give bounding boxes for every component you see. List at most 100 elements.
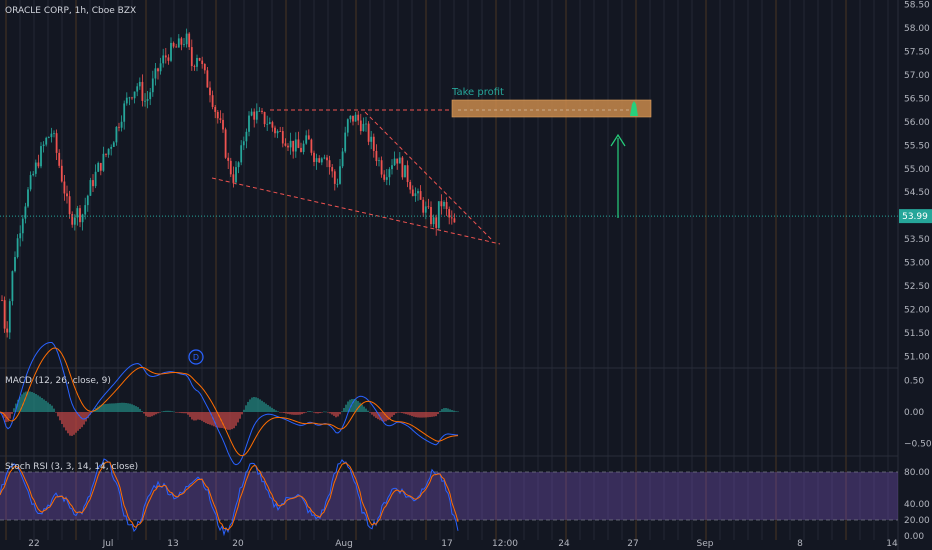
macd-histogram-bar <box>103 404 105 412</box>
macd-histogram-bar <box>119 402 121 412</box>
macd-histogram-bar <box>67 412 69 434</box>
macd-histogram-bar <box>271 407 273 412</box>
candle-body <box>214 106 217 112</box>
macd-histogram-bar <box>337 412 339 417</box>
candle-body <box>240 145 243 163</box>
macd-histogram-bar <box>255 397 257 412</box>
macd-histogram-bar <box>53 408 55 412</box>
macd-histogram-bar <box>121 402 123 412</box>
macd-histogram-bar <box>267 405 269 412</box>
macd-histogram-bar <box>285 412 287 414</box>
macd-histogram-bar <box>33 392 35 412</box>
candle-body <box>102 153 105 171</box>
macd-histogram-bar <box>189 412 191 417</box>
macd-histogram-bar <box>51 405 53 412</box>
macd-histogram-bar <box>451 410 453 412</box>
candle-body <box>305 135 308 144</box>
candle-body <box>84 205 87 215</box>
macd-histogram-bar <box>329 412 331 414</box>
candle-body <box>3 300 6 329</box>
stoch-title: Stoch RSI (3, 3, 14, 14, close) <box>5 462 138 472</box>
candle-body <box>45 137 48 145</box>
macd-histogram-bar <box>179 412 181 413</box>
candle-body <box>175 46 178 48</box>
candle-body <box>183 44 185 46</box>
macd-histogram-bar <box>137 407 139 412</box>
macd-histogram-bar <box>71 412 73 436</box>
time-tick-label: 27 <box>627 539 638 549</box>
price-tick-label: 52.50 <box>904 282 930 292</box>
macd-histogram-bar <box>45 400 47 412</box>
macd-histogram-bar <box>253 397 255 412</box>
macd-histogram-bar <box>207 412 209 425</box>
macd-histogram-bar <box>87 412 89 419</box>
candle-body <box>237 162 240 168</box>
price-axis[interactable]: 58.50 58.00 57.50 57.00 56.50 56.00 55.50 55.00… <box>904 1 930 363</box>
macd-axis[interactable]: 0.50 0.00 −0.50 <box>904 377 932 450</box>
macd-histogram-bar <box>411 412 413 417</box>
macd-histogram-bar <box>265 403 267 412</box>
candle-body <box>271 122 274 128</box>
take-profit-box[interactable] <box>451 99 652 118</box>
macd-histogram-bar <box>161 411 163 413</box>
macd-histogram-bar <box>425 412 427 418</box>
macd-histogram-bar <box>109 403 111 412</box>
macd-histogram-bar <box>331 412 333 415</box>
time-axis[interactable]: 22 Jul 13 20 Aug 17 12:00 24 27 Sep 8 14 <box>28 539 898 549</box>
macd-histogram-bar <box>245 405 247 412</box>
candle-body <box>227 157 230 161</box>
candle-body <box>248 115 250 132</box>
macd-histogram-bar <box>219 412 221 428</box>
macd-histogram-bar <box>79 412 81 429</box>
macd-histogram-bar <box>373 412 375 417</box>
candle-body <box>157 68 159 72</box>
macd-histogram-bar <box>249 399 251 412</box>
macd-histogram-bar <box>313 412 315 413</box>
candle-body <box>167 57 170 61</box>
macd-histogram-bar <box>317 412 319 414</box>
macd-histogram-bar <box>355 399 357 412</box>
candle-body <box>341 151 344 167</box>
support-trendline[interactable] <box>211 177 501 245</box>
candle-body <box>253 111 256 120</box>
candle-body <box>201 60 204 65</box>
candle-body <box>422 199 425 213</box>
price-tick-label: 51.50 <box>904 329 930 339</box>
candle-body <box>432 217 435 225</box>
candle-body <box>16 238 19 258</box>
take-profit-label: Take profit <box>451 87 504 98</box>
candle-body <box>435 217 438 228</box>
macd-histogram-bar <box>303 412 305 414</box>
macd-histogram-bar <box>163 411 165 412</box>
candle-body <box>112 142 115 147</box>
stoch-d-line <box>0 461 459 531</box>
macd-histogram-bar <box>173 411 175 413</box>
candle-body <box>47 137 50 138</box>
candle-body <box>21 218 24 234</box>
candle-body <box>146 99 149 101</box>
dividend-marker[interactable] <box>188 349 204 365</box>
macd-histogram-bar <box>29 391 31 412</box>
stoch-axis[interactable]: 80.00 40.00 20.00 0.00 <box>904 468 930 542</box>
macd-histogram-bar <box>237 412 239 423</box>
candle-body <box>50 133 53 138</box>
macd-histogram-bar <box>315 412 317 414</box>
macd-histogram-bar <box>15 403 17 412</box>
candle-body <box>391 165 393 170</box>
macd-histogram-bar <box>259 399 261 412</box>
macd-histogram-bar <box>297 412 299 415</box>
macd-histogram-bar <box>343 407 345 412</box>
macd-histogram-bar <box>353 398 355 412</box>
candle-body <box>63 181 66 194</box>
macd-histogram-bar <box>213 412 215 427</box>
macd-histogram-bar <box>365 408 367 412</box>
candle-body <box>258 110 261 112</box>
candle-body <box>128 97 131 99</box>
candle-body <box>323 157 326 159</box>
macd-histogram-bar <box>405 412 407 415</box>
stoch-tick-label: 40.00 <box>904 500 930 510</box>
candle-body <box>424 206 427 213</box>
descending-trendline[interactable] <box>364 111 493 241</box>
macd-histogram-bar <box>283 412 285 414</box>
